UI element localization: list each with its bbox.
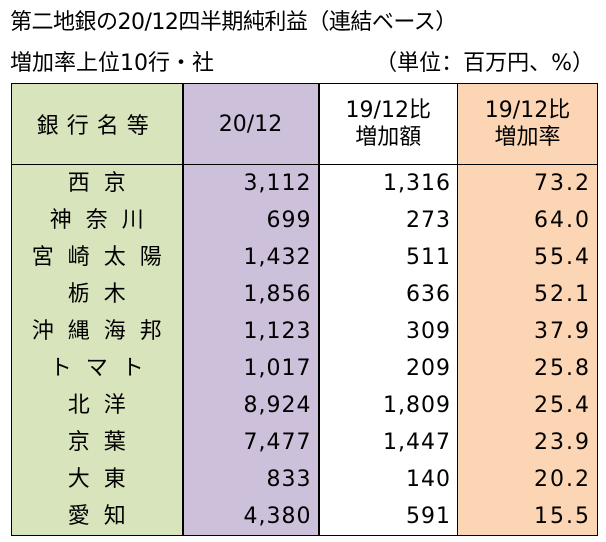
increase-amount-cell: 1,809 [318, 387, 458, 424]
header-rate-line1: 19/12比 [484, 97, 571, 123]
bank-name-cell: 京葉 [11, 424, 184, 461]
profit-value-cell: 1,856 [182, 276, 320, 313]
profit-value-cell: 3,112 [182, 164, 320, 202]
increase-amount-cell: 209 [318, 350, 458, 387]
increase-rate-cell: 64.0 [457, 202, 598, 239]
header-diff: 19/12比 増加額 [318, 83, 458, 165]
page-subtitle: 増加率上位10行・社 [10, 51, 214, 76]
increase-rate-cell: 25.8 [457, 350, 598, 387]
bank-name-cell: 愛知 [11, 498, 184, 536]
increase-amount-cell: 309 [318, 313, 458, 350]
increase-rate-cell: 23.9 [457, 424, 598, 461]
bank-name-cell: 西京 [11, 164, 184, 202]
bank-name-cell: 大東 [11, 461, 184, 498]
table-row: 栃木 1,856 636 52.1 [11, 276, 598, 313]
increase-rate-cell: 37.9 [457, 313, 598, 350]
profit-value-cell: 7,477 [182, 424, 320, 461]
bank-name-cell: トマト [11, 350, 184, 387]
table-row: 京葉 7,477 1,447 23.9 [11, 424, 598, 461]
header-diff-line1: 19/12比 [345, 97, 431, 123]
unit-note: （単位：百万円、%） [375, 51, 594, 76]
profit-value-cell: 1,017 [182, 350, 320, 387]
page-title: 第二地銀の20/12四半期純利益（連結ベース） [10, 10, 457, 35]
increase-amount-cell: 1,447 [318, 424, 458, 461]
profit-value-cell: 699 [182, 202, 320, 239]
bank-name-cell: 宮崎太陽 [11, 239, 184, 276]
table-row: 愛知 4,380 591 15.5 [11, 498, 598, 536]
table-row: 北洋 8,924 1,809 25.4 [11, 387, 598, 424]
table-row: 大東 833 140 20.2 [11, 461, 598, 498]
increase-amount-cell: 636 [318, 276, 458, 313]
increase-rate-cell: 73.2 [457, 164, 598, 202]
increase-rate-cell: 52.1 [457, 276, 598, 313]
increase-amount-cell: 1,316 [318, 164, 458, 202]
profit-value-cell: 8,924 [182, 387, 320, 424]
increase-rate-cell: 55.4 [457, 239, 598, 276]
increase-amount-cell: 140 [318, 461, 458, 498]
table-row: 沖縄海邦 1,123 309 37.9 [11, 313, 598, 350]
profit-value-cell: 4,380 [182, 498, 320, 536]
bank-name-cell: 北洋 [11, 387, 184, 424]
profit-value-cell: 1,432 [182, 239, 320, 276]
header-diff-line2: 増加額 [355, 125, 422, 150]
profit-value-cell: 833 [182, 461, 320, 498]
increase-rate-cell: 15.5 [457, 498, 598, 536]
header-value: 20/12 [182, 83, 320, 165]
header-rate-line2: 増加率 [494, 125, 561, 150]
profit-value-cell: 1,123 [182, 313, 320, 350]
increase-amount-cell: 591 [318, 498, 458, 536]
increase-rate-cell: 25.4 [457, 387, 598, 424]
increase-rate-cell: 20.2 [457, 461, 598, 498]
bank-name-cell: 沖縄海邦 [11, 313, 184, 350]
table-row: トマト 1,017 209 25.8 [11, 350, 598, 387]
bank-name-cell: 栃木 [11, 276, 184, 313]
increase-amount-cell: 273 [318, 202, 458, 239]
table-header-row: 銀行名等 20/12 19/12比 増加額 19/12比 増加率 [11, 83, 598, 165]
increase-amount-cell: 511 [318, 239, 458, 276]
profit-table: 銀行名等 20/12 19/12比 増加額 19/12比 増加率 西京 3,11… [11, 83, 598, 536]
header-bank-name: 銀行名等 [11, 83, 184, 165]
table-row: 西京 3,112 1,316 73.2 [11, 164, 598, 202]
header-rate: 19/12比 増加率 [457, 83, 598, 165]
table-row: 神奈川 699 273 64.0 [11, 202, 598, 239]
table-row: 宮崎太陽 1,432 511 55.4 [11, 239, 598, 276]
bank-name-cell: 神奈川 [11, 202, 184, 239]
